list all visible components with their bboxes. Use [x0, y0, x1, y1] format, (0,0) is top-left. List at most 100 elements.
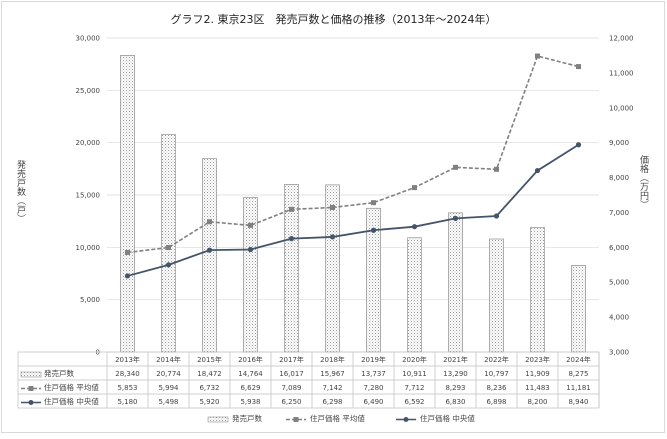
table-cell: 10,797	[484, 370, 509, 378]
table-cell: 13,290	[443, 370, 468, 378]
table-cell: 13,737	[361, 370, 386, 378]
y-tick-left: 15,000	[76, 192, 101, 200]
table-cell: 7,089	[281, 384, 301, 392]
table-legend-key	[28, 400, 34, 405]
data-point	[371, 200, 376, 206]
data-point	[453, 164, 458, 170]
data-point	[493, 213, 500, 219]
table-cell: 8,200	[527, 398, 547, 406]
y-tick-left: 30,000	[76, 35, 101, 43]
data-point	[206, 247, 213, 253]
table-row-label: 住戸価格 中央値	[44, 396, 99, 406]
y-tick-right: 3,000	[609, 349, 629, 357]
table-cell: 5,180	[117, 398, 137, 406]
series-line	[127, 143, 579, 277]
data-point	[329, 234, 336, 240]
table-legend-key	[20, 371, 42, 378]
x-tick-label: 2023年	[525, 355, 550, 364]
y-tick-right: 11,000	[609, 69, 634, 77]
data-point	[125, 249, 130, 255]
table-cell: 6,298	[322, 398, 342, 406]
table-cell: 7,280	[363, 384, 383, 392]
table-cell: 6,629	[240, 384, 260, 392]
table-cell: 7,142	[322, 384, 342, 392]
data-point	[412, 185, 417, 191]
x-tick-label: 2017年	[279, 355, 304, 364]
y-tick-right: 8,000	[609, 174, 629, 182]
table-cell: 10,911	[402, 370, 427, 378]
data-point	[370, 227, 377, 233]
table-cell: 5,994	[158, 384, 179, 392]
table-cell: 6,898	[486, 398, 506, 406]
legend-key	[207, 416, 229, 423]
table-cell: 20,774	[156, 370, 181, 378]
table-cell: 6,732	[199, 384, 219, 392]
table-cell: 11,909	[525, 370, 550, 378]
table-cell: 14,764	[238, 370, 263, 378]
y-axis-left-label: 発売戸数（戸）	[15, 160, 25, 223]
data-point	[534, 167, 541, 174]
bar	[530, 227, 545, 353]
chart-frame	[1, 1, 665, 433]
data-point	[576, 64, 581, 70]
table-cell: 5,938	[240, 398, 260, 406]
table-cell: 11,181	[566, 384, 591, 392]
table-row-label: 住戸価格 平均値	[44, 382, 99, 392]
x-tick-label: 2013年	[115, 355, 140, 364]
series-line	[127, 55, 579, 254]
data-point	[207, 219, 212, 225]
y-tick-right: 9,000	[609, 139, 629, 147]
legend-key	[293, 417, 299, 422]
x-tick-label: 2015年	[197, 355, 222, 364]
table-row-label: 発売戸数	[44, 368, 74, 378]
data-point	[166, 245, 171, 251]
table-cell: 15,967	[320, 370, 345, 378]
table-cell: 6,592	[404, 398, 424, 406]
y-tick-right: 10,000	[609, 104, 634, 112]
bar	[243, 197, 258, 353]
table-cell: 6,830	[445, 398, 465, 406]
table-cell: 28,340	[115, 370, 140, 378]
y-tick-right: 4,000	[609, 314, 629, 322]
table-cell: 7,712	[404, 384, 424, 392]
x-tick-label: 2021年	[443, 355, 468, 364]
legend-key	[403, 417, 409, 422]
table-cell: 18,472	[197, 370, 222, 378]
y-tick-left: 25,000	[76, 87, 101, 95]
bar	[202, 158, 217, 353]
bar	[489, 238, 504, 353]
y-tick-right: 5,000	[609, 279, 629, 287]
data-point	[575, 142, 582, 148]
table-cell: 11,483	[525, 384, 550, 392]
table-cell: 6,490	[363, 398, 383, 406]
y-tick-left: 10,000	[76, 244, 101, 252]
table-cell: 8,940	[568, 398, 588, 406]
data-point	[494, 166, 499, 172]
data-point	[411, 224, 418, 230]
data-point	[452, 215, 459, 221]
legend-label: 住戸価格 中央値	[420, 413, 475, 423]
table-cell: 5,853	[117, 384, 137, 392]
x-tick-label: 2014年	[156, 355, 181, 364]
data-point	[330, 204, 335, 210]
y-tick-left: 0	[96, 349, 100, 357]
table-cell: 5,498	[158, 398, 178, 406]
table-cell: 8,236	[486, 384, 507, 392]
data-point	[165, 262, 172, 268]
data-point	[288, 236, 295, 242]
data-point	[248, 222, 253, 228]
y-tick-left: 5,000	[80, 296, 100, 304]
legend-label: 発売戸数	[232, 413, 262, 423]
legend-label: 住戸価格 平均値	[310, 413, 365, 423]
x-tick-label: 2022年	[484, 355, 509, 364]
x-tick-label: 2019年	[361, 355, 386, 364]
table-legend-key	[28, 386, 34, 391]
x-tick-label: 2024年	[566, 355, 591, 364]
data-point	[247, 246, 254, 253]
y-tick-right: 12,000	[609, 35, 634, 43]
x-tick-label: 2016年	[238, 355, 263, 364]
table-cell: 6,250	[281, 398, 301, 406]
y-axis-right-label: 価格（万円）	[638, 155, 648, 209]
y-tick-left: 20,000	[76, 139, 101, 147]
